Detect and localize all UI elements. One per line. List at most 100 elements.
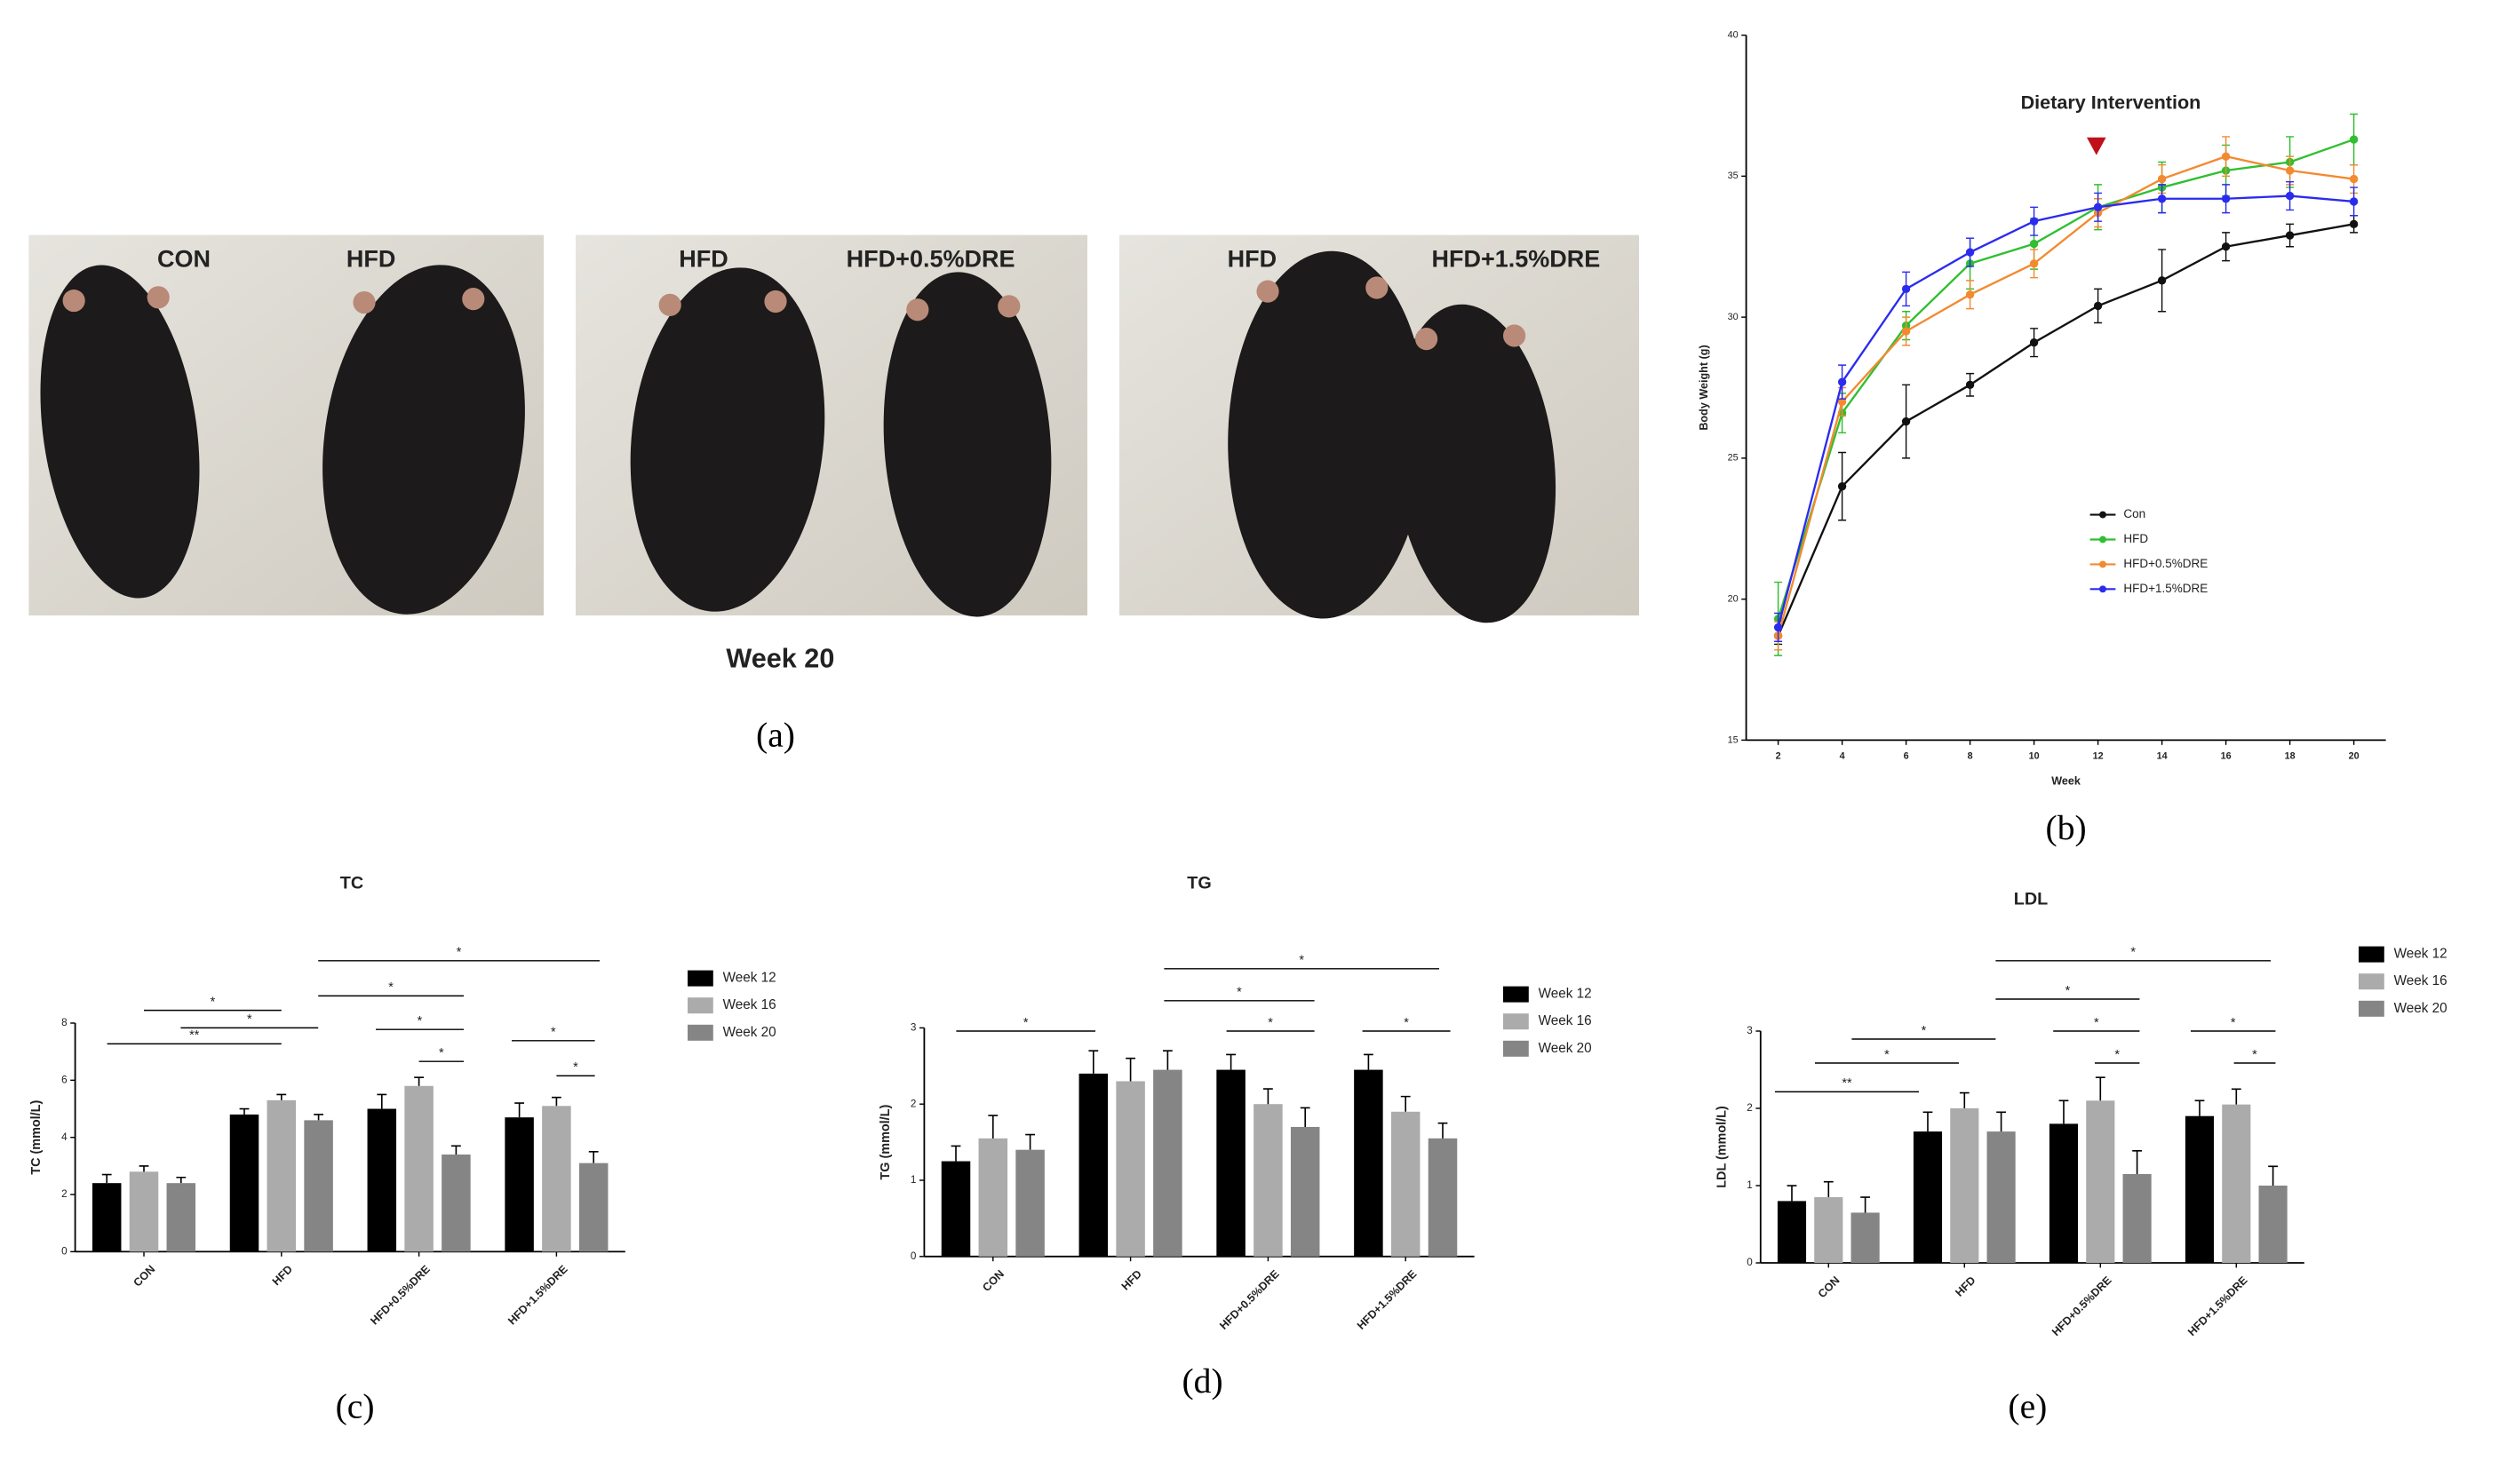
error-bar <box>314 1114 323 1121</box>
y-axis-title: Body Weight (g) <box>1698 345 1710 430</box>
legend-swatch <box>1502 1040 1529 1057</box>
y-tick-label: 2 <box>61 1188 68 1200</box>
bar <box>267 1099 297 1252</box>
x-tick-label: HFD+1.5%DRE <box>2185 1274 2250 1339</box>
y-tick-label: 0 <box>911 1250 917 1262</box>
x-tick-label: 6 <box>1904 750 1909 761</box>
point <box>2029 338 2039 347</box>
bar <box>941 1161 971 1257</box>
mouse-ear <box>1256 280 1279 303</box>
y-tick-label: 8 <box>61 1017 68 1028</box>
significance-label: * <box>1922 1024 1927 1038</box>
y-tick-label: 0 <box>1747 1257 1753 1268</box>
legend-swatch <box>687 1024 713 1041</box>
bar <box>1290 1126 1320 1257</box>
error-bar <box>101 1173 112 1184</box>
mouse-body <box>883 272 1052 617</box>
legend-label: Week 16 <box>723 997 776 1012</box>
error-bar <box>239 1107 250 1115</box>
series-line <box>1777 138 2354 620</box>
point <box>2029 259 2039 268</box>
mouse-ear <box>658 293 681 316</box>
point <box>2221 242 2231 251</box>
mouse-ear <box>62 289 85 313</box>
y-tick-label: 25 <box>1728 453 1739 464</box>
point <box>1837 397 1847 407</box>
point <box>2349 219 2359 229</box>
error-bar <box>1025 1133 1035 1150</box>
bar <box>229 1114 259 1252</box>
point <box>2157 194 2167 203</box>
significance-label: * <box>2252 1048 2257 1062</box>
bar <box>2086 1100 2115 1264</box>
y-tick-label: 2 <box>911 1098 917 1109</box>
bar <box>1153 1069 1182 1257</box>
error-bar <box>1860 1196 1871 1213</box>
x-tick-label: 10 <box>2029 750 2040 761</box>
legend-swatch <box>687 997 713 1014</box>
error-bar <box>2132 1150 2143 1174</box>
mouse-body <box>322 265 525 615</box>
significance-label: * <box>211 995 216 1009</box>
legend-swatch <box>687 970 713 987</box>
bar <box>1777 1201 1807 1264</box>
mouse-ear <box>353 290 376 314</box>
x-tick-label: CON <box>131 1263 158 1290</box>
chart-title: LDL <box>2014 890 2048 909</box>
point <box>1965 290 1975 299</box>
legend-swatch <box>2358 1000 2384 1017</box>
y-tick-label: 4 <box>61 1131 68 1143</box>
error-bar <box>551 1096 561 1107</box>
bar <box>92 1183 122 1252</box>
bar <box>304 1120 333 1252</box>
y-tick-label: 35 <box>1728 171 1739 181</box>
significance-label: * <box>1237 986 1242 1000</box>
error-bar <box>1996 1111 2007 1132</box>
mouse-body <box>40 265 200 599</box>
mouse-ear <box>1502 324 1526 347</box>
legend-label: Week 20 <box>1539 1041 1592 1056</box>
point <box>2157 174 2167 184</box>
mouse-ear <box>462 288 485 311</box>
significance-label: ** <box>1842 1076 1852 1091</box>
error-bar <box>139 1165 149 1172</box>
legend-label: Week 12 <box>1539 987 1592 1002</box>
bar <box>367 1108 397 1252</box>
point <box>2349 174 2359 184</box>
x-tick-label: 18 <box>2285 750 2296 761</box>
point <box>2349 135 2359 144</box>
significance-label: * <box>2231 1016 2236 1030</box>
mouse-ear <box>1365 276 1389 299</box>
significance-label: * <box>2094 1016 2099 1030</box>
error-bar <box>1823 1180 1834 1198</box>
significance-label: * <box>551 1026 556 1040</box>
point <box>2093 202 2103 211</box>
y-axis-title: TG (mmol/L) <box>879 1105 893 1180</box>
bar <box>505 1117 534 1252</box>
bar <box>1254 1104 1283 1257</box>
point <box>2157 276 2167 285</box>
photo-label: HFD <box>346 246 395 273</box>
mouse-ear <box>906 298 929 321</box>
legend-marker <box>2099 560 2106 568</box>
error-bar <box>2058 1099 2069 1124</box>
x-tick-label: HFD+0.5%DRE <box>368 1263 433 1328</box>
y-tick-label: 0 <box>61 1245 68 1257</box>
legend-label: HFD <box>2123 532 2148 545</box>
significance-label: * <box>1299 954 1304 968</box>
legend-label: Week 16 <box>2394 973 2447 988</box>
bar <box>1015 1149 1045 1257</box>
error-bar <box>276 1093 287 1100</box>
point <box>2349 197 2359 206</box>
significance-label: * <box>573 1060 578 1075</box>
y-tick-label: 1 <box>1747 1179 1753 1191</box>
significance-label: * <box>418 1014 423 1028</box>
mouse-ear <box>998 295 1021 318</box>
error-bar <box>1262 1088 1273 1105</box>
x-tick-label: 4 <box>1840 750 1845 761</box>
x-tick-label: CON <box>1816 1274 1842 1301</box>
legend-label: Week 12 <box>2394 947 2447 962</box>
point <box>2285 166 2295 175</box>
error-bar <box>414 1076 424 1086</box>
